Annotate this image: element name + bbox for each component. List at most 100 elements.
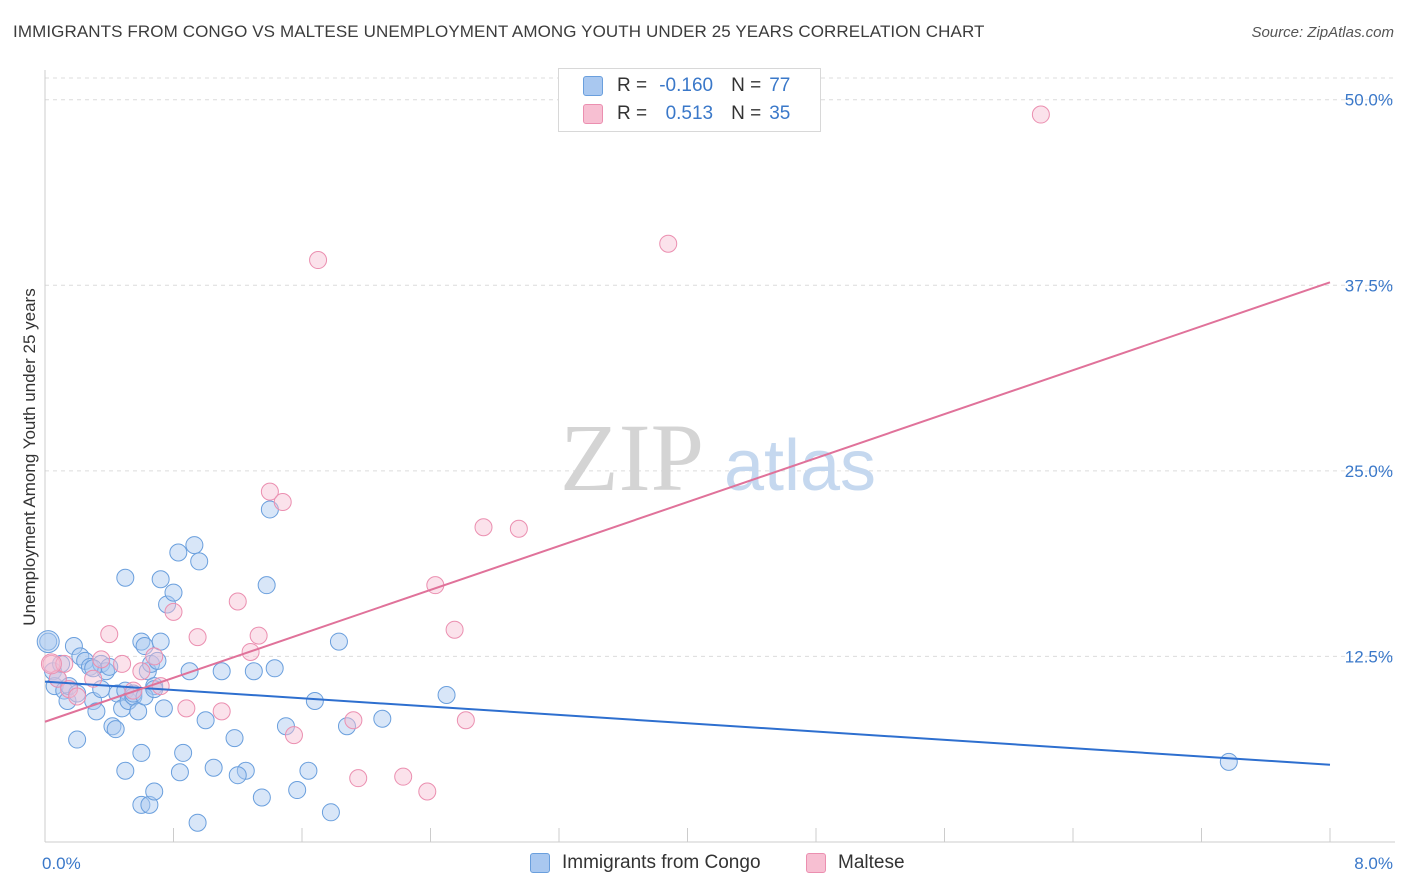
- congo-point-75: [252, 788, 271, 807]
- maltese-point-17: [228, 592, 247, 611]
- congo-point-53: [329, 632, 348, 651]
- legend-n-label: N =: [731, 75, 762, 96]
- maltese-point-33: [659, 234, 678, 253]
- congo-point-55: [116, 761, 135, 780]
- congo-points: [36, 500, 1238, 832]
- legend-n-label: N =: [731, 103, 762, 124]
- legend-r-value-congo: -0.160: [659, 75, 714, 96]
- y-tick-label-1: 25.0%: [1345, 462, 1393, 481]
- y-axis-label: Unemployment Among Youth under 25 years: [20, 288, 39, 625]
- congo-point-large: [36, 630, 60, 654]
- legend-row-congo: R = -0.160 N = 77: [583, 74, 790, 98]
- grid-lines: [45, 77, 1395, 657]
- congo-point-35: [169, 543, 188, 562]
- congo-point-60: [188, 813, 207, 832]
- maltese-point-13: [164, 602, 183, 621]
- maltese-point-large: [40, 653, 62, 675]
- maltese-point-22: [284, 726, 303, 745]
- maltese-point-7: [100, 625, 119, 644]
- congo-point-33: [158, 595, 177, 614]
- congo-point-54: [116, 568, 135, 587]
- congo-point-42: [212, 662, 231, 681]
- maltese-point-4: [68, 687, 87, 706]
- y-tick-label-2: 37.5%: [1345, 276, 1393, 295]
- congo-point-0: [39, 632, 58, 651]
- watermark: ZIP atlas: [560, 404, 876, 511]
- maltese-point-25: [349, 769, 368, 788]
- congo-point-14: [87, 702, 106, 721]
- series-legend: Immigrants from Congo Maltese: [0, 852, 1406, 878]
- congo-point-58: [145, 782, 164, 801]
- maltese-point-16: [212, 702, 231, 721]
- congo-point-61: [132, 743, 151, 762]
- maltese-point-6: [92, 650, 111, 669]
- maltese-points: [40, 105, 1050, 801]
- maltese-point-27: [418, 782, 437, 801]
- congo-point-24: [129, 702, 148, 721]
- congo-point-62: [68, 730, 87, 749]
- congo-point-52: [321, 803, 340, 822]
- watermark-atlas: atlas: [724, 426, 876, 506]
- maltese-point-5: [84, 669, 103, 688]
- chart-title: IMMIGRANTS FROM CONGO VS MALTESE UNEMPLO…: [13, 22, 985, 41]
- congo-point-74: [228, 766, 247, 785]
- watermark-zip: ZIP: [560, 404, 704, 511]
- maltese-point-34: [1031, 105, 1050, 124]
- maltese-point-14: [177, 699, 196, 718]
- congo-point-47: [265, 659, 284, 678]
- congo-point-69: [151, 570, 170, 589]
- congo-point-31: [151, 632, 170, 651]
- congo-point-43: [225, 729, 244, 748]
- congo-point-45: [244, 662, 263, 681]
- maltese-point-30: [456, 711, 475, 730]
- congo-point-32: [154, 699, 173, 718]
- legend-r-label: R =: [617, 75, 648, 96]
- congo-point-50: [299, 761, 318, 780]
- legend-n-value-maltese: 35: [769, 103, 791, 124]
- maltese-point-19: [249, 626, 268, 645]
- maltese-point-15: [188, 628, 207, 647]
- maltese-point-29: [445, 620, 464, 639]
- axis-ticks: 12.5% 25.0% 37.5% 50.0% 0.0% 8.0%: [42, 91, 1393, 873]
- legend-n-value-congo: 77: [769, 75, 791, 96]
- x-tick-label-min: 0.0%: [42, 854, 81, 873]
- congo-point-65: [106, 720, 125, 739]
- congo-point-72: [373, 709, 392, 728]
- y-tick-label-3: 50.0%: [1345, 91, 1393, 110]
- congo-point-40: [196, 711, 215, 730]
- trend-lines: [44, 281, 1331, 766]
- congo-point-46: [257, 576, 276, 595]
- congo-point-59: [170, 763, 189, 782]
- series-legend-swatch-maltese: [806, 853, 826, 873]
- maltese-trend-line: [44, 281, 1331, 723]
- congo-point-36: [174, 743, 193, 762]
- maltese-point-20: [260, 482, 279, 501]
- congo-point-73: [437, 686, 456, 705]
- maltese-point-11: [145, 647, 164, 666]
- maltese-point-10: [132, 662, 151, 681]
- series-legend-maltese[interactable]: Maltese: [806, 852, 905, 874]
- maltese-point-24: [344, 711, 363, 730]
- source-label: Source: ZipAtlas.com: [1251, 24, 1394, 41]
- congo-point-41: [204, 758, 223, 777]
- maltese-point-31: [474, 518, 493, 537]
- maltese-point-8: [113, 654, 132, 673]
- maltese-point-23: [309, 251, 328, 270]
- congo-point-76: [1219, 752, 1238, 771]
- congo-point-38: [185, 536, 204, 555]
- series-legend-congo[interactable]: Immigrants from Congo: [530, 852, 761, 874]
- congo-trend-line: [44, 680, 1331, 766]
- legend-row-maltese: R = 0.513 N = 35: [583, 102, 790, 126]
- legend-swatch-congo: [583, 76, 603, 96]
- maltese-point-32: [509, 519, 528, 538]
- congo-point-39: [190, 552, 209, 571]
- maltese-point-21: [273, 493, 292, 512]
- y-tick-label-0: 12.5%: [1345, 647, 1393, 666]
- maltese-point-0: [42, 654, 61, 673]
- congo-point-18: [103, 717, 122, 736]
- legend-r-label: R =: [617, 103, 648, 124]
- legend-r-value-maltese: 0.513: [665, 103, 714, 124]
- congo-point-49: [288, 781, 307, 800]
- series-legend-swatch-congo: [530, 853, 550, 873]
